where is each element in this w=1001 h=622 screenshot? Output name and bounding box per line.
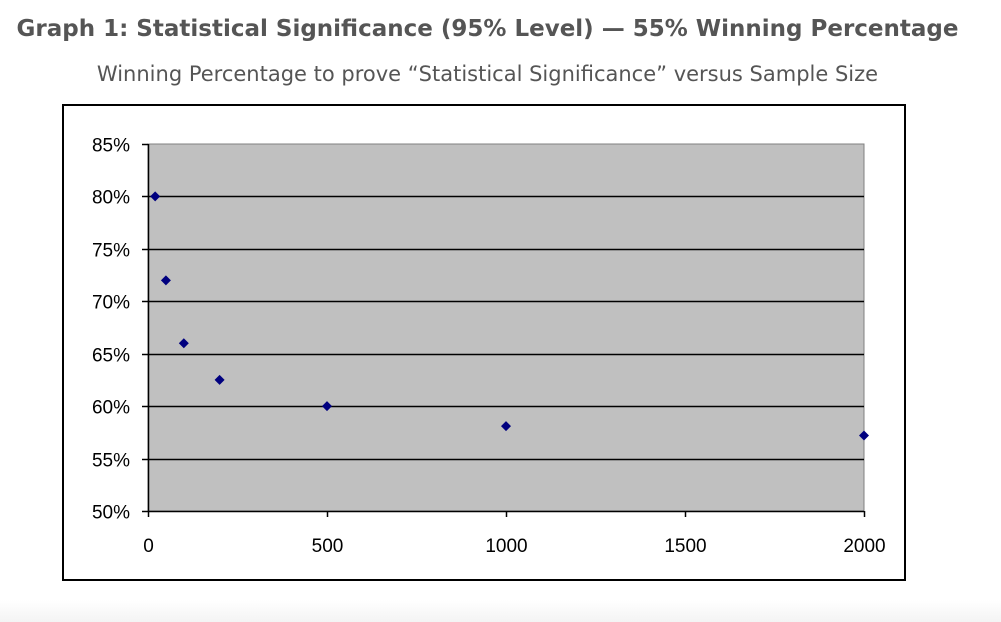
x-tick-label: 1000	[485, 536, 527, 557]
chart-frame: 50% 55% 60% 65% 70% 75% 80% 85% 0 500 1000 1500 2000	[62, 104, 906, 581]
chart-subtitle: Winning Percentage to prove “Statistical…	[96, 62, 879, 86]
page-bottom-strip	[0, 600, 1001, 622]
data-point	[178, 338, 189, 349]
y-tick-label: 85%	[92, 136, 130, 157]
y-tick-label: 50%	[92, 503, 130, 524]
data-point	[859, 430, 869, 441]
y-tick-label: 75%	[92, 241, 130, 262]
plot-area	[147, 143, 865, 512]
data-point	[322, 401, 332, 412]
y-tick-label: 55%	[92, 451, 130, 472]
y-tick-label: 65%	[92, 346, 130, 367]
data-point	[214, 374, 225, 385]
x-tick-label: 0	[143, 536, 154, 557]
x-tick-label: 500	[312, 536, 344, 557]
data-point	[501, 421, 511, 432]
data-point	[150, 191, 161, 202]
y-tick-label: 70%	[92, 293, 130, 314]
y-tick-label: 60%	[92, 398, 130, 419]
scatter-chart: 50% 55% 60% 65% 70% 75% 80% 85% 0 500 1000 1500 2000	[92, 136, 886, 558]
chart-title: Graph 1: Statistical Significance (95% L…	[16, 16, 959, 42]
x-tick-label: 1500	[664, 536, 706, 557]
x-tick-label: 2000	[843, 536, 885, 557]
data-point	[160, 275, 171, 286]
y-tick-label: 80%	[92, 188, 130, 209]
